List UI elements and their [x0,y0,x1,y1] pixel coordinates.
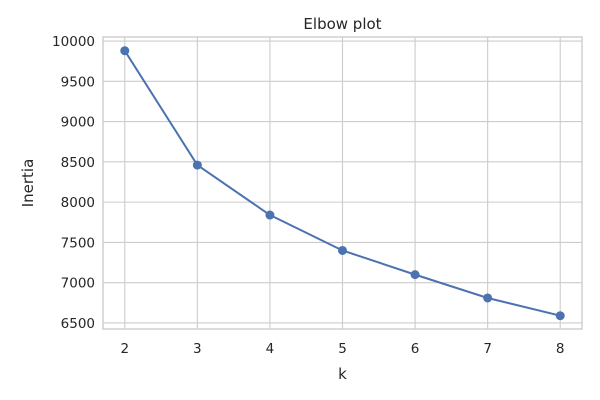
x-tick-label: 3 [193,341,202,357]
tick-labels: 2 3 4 5 6 7 8 6500 7000 7500 8000 8500 9000 9500 10000 [52,34,564,357]
data-point-k-3 [192,160,202,170]
series-layer [120,46,565,321]
y-tick-label: 8000 [61,195,95,211]
x-tick-label: 8 [556,341,565,357]
y-tick-label: 9500 [61,74,95,90]
y-tick-label: 6500 [61,316,95,332]
x-tick-label: 5 [338,341,347,357]
y-tick-label: 7500 [61,235,95,251]
x-tick-label: 7 [483,341,492,357]
x-axis-label: k [338,365,347,383]
data-point-k-6 [410,270,420,280]
data-point-k-2 [120,46,130,56]
data-point-k-4 [265,210,275,220]
x-tick-label: 6 [411,341,420,357]
y-tick-label: 8500 [61,155,95,171]
x-tick-label: 4 [266,341,275,357]
chart-title: Elbow plot [303,15,381,33]
y-axis-label: Inertia [19,159,37,208]
y-tick-label: 10000 [52,34,95,50]
plot-area-frame [102,36,583,330]
x-tick-label: 2 [120,341,129,357]
grid [103,37,582,329]
data-point-k-7 [483,293,493,303]
data-point-k-8 [555,311,565,321]
data-point-k-5 [338,245,347,255]
y-tick-label: 9000 [61,115,95,131]
y-tick-label: 7000 [61,276,95,292]
